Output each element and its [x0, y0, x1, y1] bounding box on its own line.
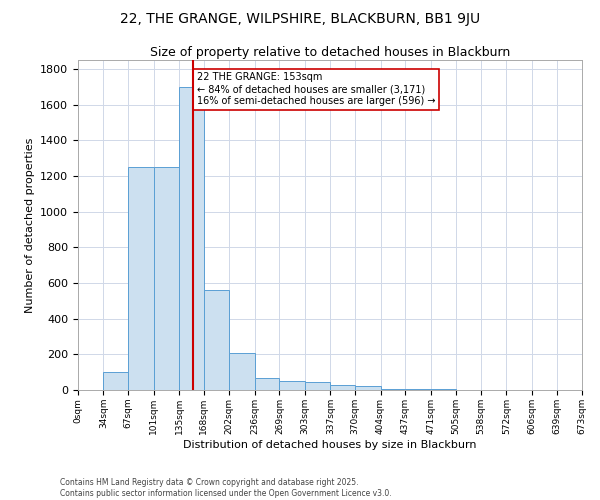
Bar: [280, 381, 305, 390]
Bar: [179, 87, 204, 390]
Bar: [103, 372, 128, 390]
Text: 22, THE GRANGE, WILPSHIRE, BLACKBURN, BB1 9JU: 22, THE GRANGE, WILPSHIRE, BLACKBURN, BB…: [120, 12, 480, 26]
Bar: [331, 384, 355, 390]
Bar: [255, 378, 280, 390]
Title: Size of property relative to detached houses in Blackburn: Size of property relative to detached ho…: [150, 46, 510, 59]
Bar: [204, 290, 229, 390]
Bar: [229, 352, 255, 390]
Bar: [305, 382, 331, 390]
Bar: [154, 167, 179, 390]
Text: 22 THE GRANGE: 153sqm
← 84% of detached houses are smaller (3,171)
16% of semi-d: 22 THE GRANGE: 153sqm ← 84% of detached …: [197, 72, 435, 106]
X-axis label: Distribution of detached houses by size in Blackburn: Distribution of detached houses by size …: [183, 440, 477, 450]
Y-axis label: Number of detached properties: Number of detached properties: [25, 138, 35, 312]
Text: Contains HM Land Registry data © Crown copyright and database right 2025.
Contai: Contains HM Land Registry data © Crown c…: [60, 478, 392, 498]
Bar: [128, 167, 154, 390]
Bar: [380, 389, 405, 390]
Bar: [355, 386, 380, 390]
